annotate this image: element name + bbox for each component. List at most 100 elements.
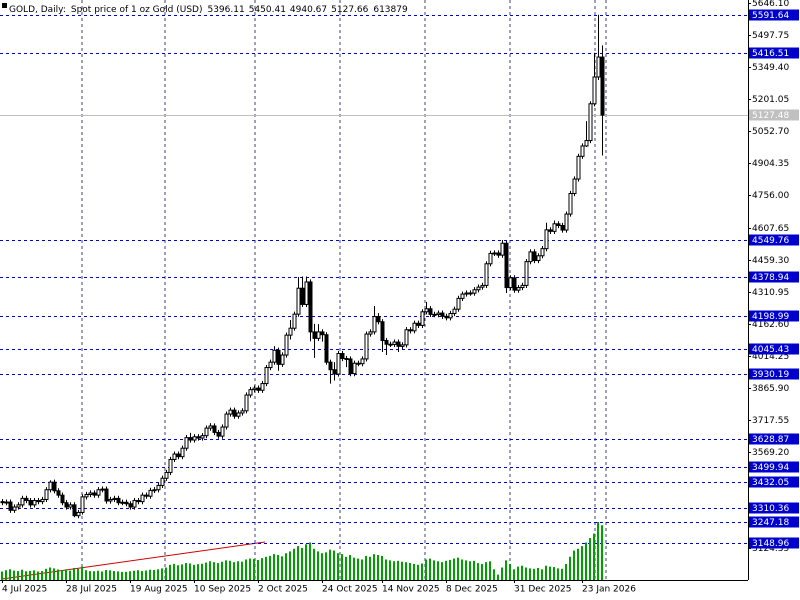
volume-bar [337, 553, 339, 580]
candle-body [28, 500, 33, 506]
volume-bar [261, 558, 263, 580]
candle-body [580, 145, 585, 157]
candle-body [260, 383, 265, 391]
volume-bar [77, 568, 79, 580]
volume-bar [581, 546, 583, 580]
volume-bar [197, 564, 199, 580]
volume-bar [149, 569, 151, 580]
volume-bar [49, 567, 51, 580]
y-tick-label: 4459.30 [752, 256, 789, 266]
volume-bar [489, 561, 491, 580]
volume-bar [457, 557, 459, 580]
candle-body [148, 489, 153, 497]
candle-body [320, 331, 325, 336]
level-label: 3930.19 [752, 370, 789, 380]
candle-body [228, 409, 233, 415]
level-box [749, 343, 799, 355]
volume-bar [349, 555, 351, 580]
volume-bar [521, 565, 523, 580]
volume-bar [293, 548, 295, 580]
last-open: 5396.11 [207, 5, 244, 15]
candle-body [240, 410, 245, 414]
volume-bar [61, 570, 63, 580]
volume-bar [117, 571, 119, 580]
level-label: 3499.94 [752, 463, 789, 473]
volume-bar [145, 570, 147, 580]
y-tick-label: 5349.40 [752, 63, 789, 73]
candle-body [136, 500, 141, 503]
volume-bar [273, 554, 275, 580]
volume-bar [405, 562, 407, 580]
level-box [749, 433, 799, 445]
volume-bar [381, 555, 383, 580]
volume-bar [409, 563, 411, 580]
candle-body [588, 103, 593, 142]
volume-bar [329, 549, 331, 580]
candle-body [208, 425, 213, 429]
level-box [749, 271, 799, 283]
volume-bar [113, 571, 115, 580]
candle-body [508, 277, 513, 289]
level-label: 5416.51 [752, 49, 789, 59]
level-label: 4378.94 [752, 273, 789, 283]
volume-bar [325, 552, 327, 580]
candle-body [516, 287, 521, 291]
volume-bar [501, 567, 503, 580]
volume-bar [237, 561, 239, 580]
volume-bar [577, 548, 579, 580]
volume-bar [461, 559, 463, 580]
candle-body [424, 308, 429, 313]
volume-bar [341, 554, 343, 580]
volume-bar [313, 548, 315, 580]
candle-body [368, 331, 373, 335]
candle-body [584, 140, 589, 147]
y-tick-label: 5052.70 [752, 127, 789, 137]
volume-bar [125, 571, 127, 580]
candle-body [328, 361, 333, 371]
candle-body [224, 413, 229, 428]
volume-bar [53, 568, 55, 580]
candle-body [296, 287, 301, 315]
y-tick-label: 3717.55 [752, 416, 789, 426]
level-box [749, 9, 799, 21]
volume-bar [473, 560, 475, 580]
volume-bar [477, 563, 479, 580]
volume-bar [41, 571, 43, 580]
y-tick-label: 4162.60 [752, 320, 789, 330]
candle-body [120, 501, 125, 504]
candle-body [36, 500, 41, 503]
candle-body [40, 498, 45, 503]
candle-body [540, 248, 545, 257]
candle-body [60, 494, 65, 504]
candle-body [176, 453, 181, 458]
candle-body [88, 492, 93, 495]
volume-bar [101, 571, 103, 580]
candle-body [0, 501, 5, 504]
volume-bar [597, 522, 599, 580]
level-box [749, 310, 799, 322]
candle-body [468, 292, 473, 295]
volume-bar [221, 561, 223, 580]
volume-bar [105, 570, 107, 580]
candle-body [100, 488, 105, 491]
volume-bar [585, 542, 587, 580]
volume-bar [161, 568, 163, 580]
volume-bar [141, 571, 143, 580]
candle-body [596, 56, 601, 78]
volume-bar [5, 570, 7, 580]
volume-bar [241, 561, 243, 580]
candle-body [32, 500, 37, 506]
volume-bar [493, 569, 495, 580]
volume-bar [345, 556, 347, 580]
symbol-icon [2, 3, 7, 8]
chart-layer [0, 14, 748, 580]
volume-bar [65, 569, 67, 580]
candle-body [432, 313, 437, 316]
volume-bar [209, 561, 211, 580]
candle-body [420, 311, 425, 326]
candle-body [376, 316, 381, 323]
volume-bar [153, 570, 155, 580]
x-tick-label: 2 Oct 2025 [258, 585, 308, 595]
candle-body [356, 362, 361, 365]
